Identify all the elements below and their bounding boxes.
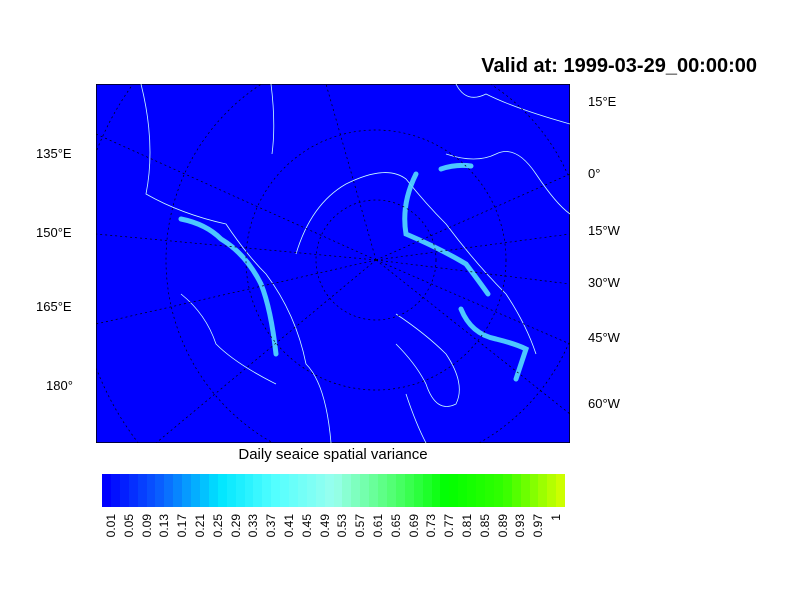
graticule xyxy=(96,84,570,443)
colorbar-box xyxy=(476,474,485,507)
colorbar-box xyxy=(271,474,281,507)
colorbar-box xyxy=(235,474,245,507)
colorbar-box xyxy=(155,474,165,507)
colorbar-box xyxy=(173,474,183,507)
plot-title: Valid at: 1999-03-29_00:00:00 xyxy=(481,55,757,77)
colorbar-box xyxy=(253,474,263,507)
colorbar-tick-label: 0.85 xyxy=(477,514,492,538)
seaice-variance-map xyxy=(96,84,570,443)
colorbar xyxy=(102,474,566,507)
colorbar-box xyxy=(199,474,209,507)
colorbar-box xyxy=(520,474,530,507)
colorbar-box xyxy=(119,474,129,507)
colorbar-box xyxy=(226,474,236,507)
colorbar-tick-label: 0.77 xyxy=(442,514,457,538)
colorbar-ticks: 0.01 0.05 0.09 0.13 0.17 0.21 0.25 0.29 0.33 0.37… xyxy=(102,514,565,554)
colorbar-box xyxy=(387,474,396,507)
colorbar-box xyxy=(102,474,111,507)
colorbar-box xyxy=(342,474,352,507)
colorbar-box xyxy=(449,474,459,507)
colorbar-box xyxy=(369,474,379,507)
colorbar-tick-label: 0.09 xyxy=(139,514,154,538)
colorbar-box xyxy=(378,474,387,507)
colorbar-tick-label: 0.17 xyxy=(175,514,190,538)
colorbar-box xyxy=(458,474,468,507)
colorbar-box xyxy=(289,474,298,507)
colorbar-box xyxy=(529,474,539,507)
colorbar-tick-label: 1 xyxy=(549,514,564,521)
colorbar-tick-label: 0.41 xyxy=(281,514,296,538)
colorbar-box xyxy=(440,474,450,507)
colorbar-tick-label: 0.01 xyxy=(103,514,118,538)
colorbar-tick-label: 0.49 xyxy=(317,514,332,538)
colorbar-box xyxy=(128,474,138,507)
colorbar-box xyxy=(262,474,272,507)
colorbar-box xyxy=(191,474,200,507)
colorbar-box xyxy=(315,474,325,507)
lon-label: 150°E xyxy=(36,225,72,240)
colorbar-tick-label: 0.61 xyxy=(371,514,386,538)
colorbar-box xyxy=(351,474,361,507)
colorbar-tick-label: 0.93 xyxy=(513,514,528,538)
lon-label: 180° xyxy=(46,378,73,393)
colorbar-tick-label: 0.53 xyxy=(335,514,350,538)
colorbar-box xyxy=(217,474,227,507)
colorbar-box xyxy=(146,474,156,507)
colorbar-tick-label: 0.81 xyxy=(460,514,475,538)
colorbar-box xyxy=(280,474,290,507)
lon-label: 15°E xyxy=(588,94,617,109)
ice-edge xyxy=(178,162,530,382)
lon-label: 30°W xyxy=(588,275,620,290)
lon-label: 45°W xyxy=(588,330,620,345)
colorbar-box xyxy=(110,474,120,507)
colorbar-box xyxy=(333,474,343,507)
colorbar-tick-label: 0.13 xyxy=(157,514,172,538)
colorbar-tick-label: 0.33 xyxy=(246,514,261,538)
colorbar-box xyxy=(404,474,414,507)
colorbar-tick-label: 0.29 xyxy=(228,514,243,538)
colorbar-box xyxy=(208,474,218,507)
map-field xyxy=(96,84,570,443)
colorbar-box xyxy=(164,474,174,507)
lon-label: 135°E xyxy=(36,146,72,161)
colorbar-tick-label: 0.73 xyxy=(424,514,439,538)
colorbar-tick-label: 0.21 xyxy=(192,514,207,538)
colorbar-box xyxy=(422,474,432,507)
colorbar-box xyxy=(493,474,503,507)
colorbar-box xyxy=(360,474,370,507)
colorbar-box xyxy=(297,474,307,507)
colorbar-tick-label: 0.89 xyxy=(495,514,510,538)
lon-label: 165°E xyxy=(36,299,72,314)
colorbar-box xyxy=(306,474,316,507)
colorbar-box xyxy=(137,474,147,507)
lon-label: 15°W xyxy=(588,223,620,238)
colorbar-box xyxy=(324,474,334,507)
colorbar-title: Daily seaice spatial variance xyxy=(238,446,428,463)
lon-label: 60°W xyxy=(588,396,620,411)
colorbar-tick-label: 0.65 xyxy=(388,514,403,538)
colorbar-box xyxy=(511,474,521,507)
colorbar-tick-label: 0.25 xyxy=(210,514,225,538)
colorbar-box xyxy=(244,474,254,507)
lon-label: 0° xyxy=(588,166,601,181)
colorbar-box xyxy=(556,474,566,507)
colorbar-box xyxy=(413,474,423,507)
colorbar-box xyxy=(182,474,192,507)
colorbar-tick-label: 0.05 xyxy=(121,514,136,538)
colorbar-tick-label: 0.97 xyxy=(531,514,546,538)
colorbar-box xyxy=(502,474,512,507)
colorbar-tick-label: 0.37 xyxy=(264,514,279,538)
colorbar-box xyxy=(538,474,548,507)
colorbar-tick-label: 0.69 xyxy=(406,514,421,538)
colorbar-box xyxy=(431,474,441,507)
colorbar-box xyxy=(484,474,494,507)
colorbar-box xyxy=(467,474,477,507)
colorbar-box xyxy=(547,474,557,507)
colorbar-tick-label: 0.57 xyxy=(353,514,368,538)
colorbar-box xyxy=(395,474,405,507)
colorbar-tick-label: 0.45 xyxy=(299,514,314,538)
